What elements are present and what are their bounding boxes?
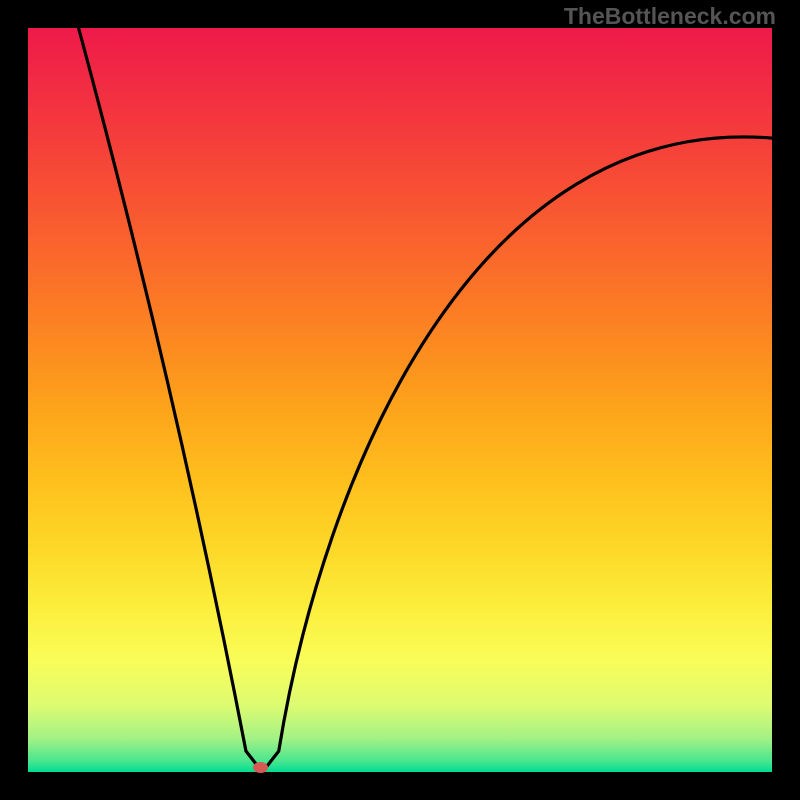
curve-layer: [28, 28, 772, 772]
minimum-marker-dot: [253, 762, 268, 773]
chart-container: TheBottleneck.com: [0, 0, 800, 800]
plot-area: [28, 28, 772, 772]
watermark-text: TheBottleneck.com: [564, 3, 776, 30]
bottleneck-curve: [79, 28, 772, 772]
